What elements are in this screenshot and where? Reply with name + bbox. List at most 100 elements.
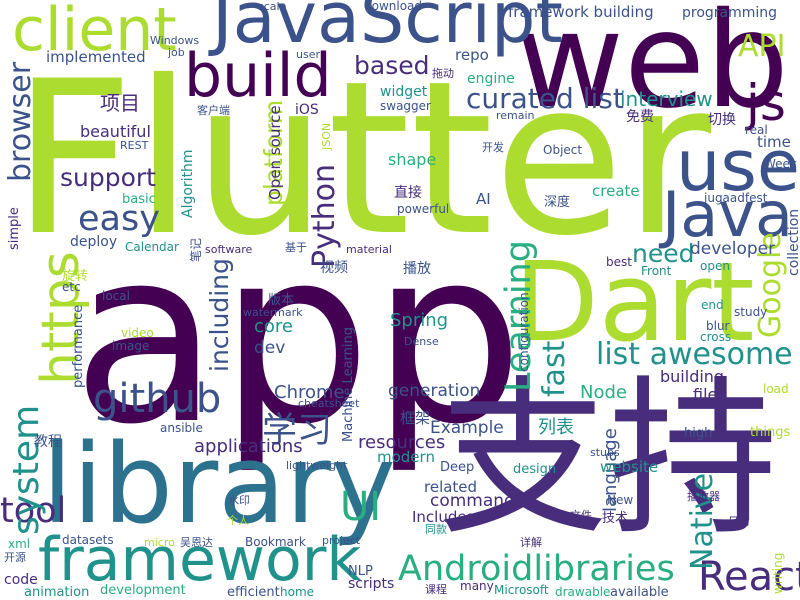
word: based bbox=[354, 51, 429, 80]
word: build bbox=[184, 41, 332, 111]
word: shape bbox=[388, 150, 436, 169]
word: 旋转 bbox=[62, 269, 88, 284]
word: Object bbox=[543, 143, 582, 157]
word: related bbox=[424, 478, 477, 496]
word: including bbox=[205, 258, 234, 372]
word: widget bbox=[380, 84, 428, 100]
word: modern bbox=[377, 448, 435, 466]
word: need bbox=[632, 239, 694, 268]
word: image bbox=[112, 339, 149, 353]
word: cross bbox=[700, 330, 731, 344]
word: stubs bbox=[590, 446, 620, 459]
word: browser bbox=[3, 61, 38, 182]
word: core bbox=[254, 316, 293, 337]
word: animation bbox=[24, 585, 89, 600]
word: blur bbox=[706, 319, 730, 333]
word: applications bbox=[194, 436, 303, 457]
word: 深度 bbox=[544, 194, 570, 210]
word: user bbox=[296, 48, 320, 61]
word: Front bbox=[641, 264, 672, 278]
word: open bbox=[700, 259, 730, 273]
word: framework building bbox=[508, 3, 654, 21]
word: end bbox=[701, 298, 724, 312]
word: use bbox=[676, 125, 800, 207]
word: lightweight bbox=[286, 459, 348, 472]
word: JSON bbox=[320, 123, 333, 151]
word: load bbox=[763, 382, 789, 396]
word: study bbox=[734, 305, 767, 319]
word: github bbox=[93, 376, 221, 422]
word: 技术 bbox=[602, 511, 628, 526]
word: client bbox=[12, 0, 177, 65]
word: powerful bbox=[397, 202, 449, 216]
word: Native bbox=[685, 473, 720, 570]
word: Machine Learning bbox=[341, 327, 356, 442]
word: Java bbox=[658, 178, 793, 251]
word: collection bbox=[786, 209, 800, 276]
word: file bbox=[693, 385, 717, 404]
word: Learning bbox=[499, 240, 539, 392]
word: best bbox=[606, 255, 632, 269]
word: support bbox=[60, 163, 156, 192]
word: 切换 bbox=[708, 111, 736, 128]
word: website bbox=[600, 458, 658, 476]
word: download bbox=[364, 0, 422, 13]
word: micro bbox=[144, 536, 175, 549]
word: command bbox=[430, 491, 515, 511]
word: scripts bbox=[348, 576, 394, 592]
word: time bbox=[757, 133, 791, 151]
word: performance bbox=[71, 305, 86, 388]
word: 视频 bbox=[320, 260, 348, 276]
word: 项目 bbox=[100, 91, 140, 115]
word: 课程 bbox=[425, 583, 447, 596]
word: Dart bbox=[514, 238, 754, 366]
word: JavaScript bbox=[208, 0, 563, 59]
word: Weex bbox=[764, 157, 797, 171]
word: 版本 bbox=[268, 293, 294, 308]
word: drawable bbox=[555, 585, 610, 599]
word: Node bbox=[580, 382, 627, 403]
word: local bbox=[102, 289, 130, 303]
word: writing bbox=[771, 553, 785, 594]
word: 笔记 bbox=[188, 238, 203, 262]
word: REST bbox=[120, 139, 149, 152]
word: 吴恩达 bbox=[180, 536, 213, 549]
word: Example bbox=[430, 418, 504, 438]
word: 支持 bbox=[438, 361, 778, 559]
word: 开发 bbox=[482, 140, 504, 154]
word: Spring bbox=[390, 310, 448, 331]
word: efficient bbox=[227, 585, 280, 600]
word: configuration bbox=[517, 292, 531, 372]
word: design bbox=[513, 462, 556, 477]
word: many bbox=[460, 579, 494, 593]
word: generation bbox=[388, 381, 480, 401]
word: resources bbox=[358, 432, 445, 453]
word: tool bbox=[0, 491, 66, 531]
word: NLP bbox=[348, 564, 373, 579]
word: UI bbox=[340, 484, 381, 530]
word: 教程 bbox=[34, 434, 62, 450]
word: Windows bbox=[150, 34, 199, 47]
word: basic bbox=[122, 192, 156, 207]
word: datasets bbox=[62, 533, 114, 547]
word: simple bbox=[7, 207, 22, 250]
word: development bbox=[100, 583, 186, 598]
word: Deep bbox=[440, 460, 474, 475]
word: programming bbox=[682, 5, 777, 21]
word: things bbox=[750, 425, 790, 440]
word: New bbox=[607, 493, 633, 507]
word: Includes bbox=[412, 508, 475, 526]
word: swagger bbox=[380, 99, 431, 113]
word: https bbox=[31, 251, 91, 385]
word: beautiful bbox=[80, 122, 151, 141]
word: developer bbox=[690, 239, 775, 259]
word: Calendar bbox=[125, 240, 179, 254]
word: system bbox=[6, 405, 47, 535]
word: job bbox=[167, 46, 185, 59]
word: 同款 bbox=[425, 522, 447, 536]
word: project bbox=[322, 534, 361, 547]
word: API bbox=[738, 29, 785, 64]
word: repo bbox=[455, 46, 489, 64]
word: 开源 bbox=[4, 550, 26, 564]
